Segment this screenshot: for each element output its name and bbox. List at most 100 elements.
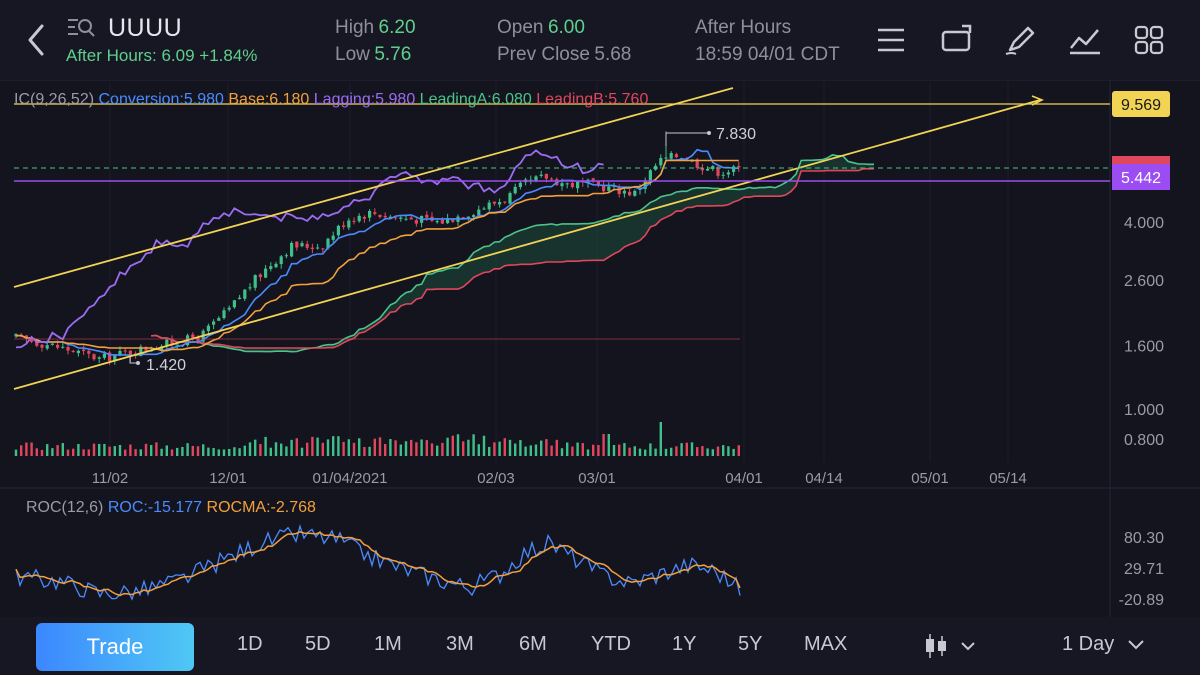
volume-bar <box>139 449 142 456</box>
ichimoku-name: IC(9,26,52) <box>14 91 95 108</box>
volume-bar <box>389 438 392 456</box>
volume-bar <box>196 446 200 456</box>
timeframe-5d[interactable]: 5D <box>305 633 331 655</box>
candle-body <box>607 186 611 191</box>
candle-body <box>492 201 496 204</box>
volume-bar <box>607 434 610 456</box>
volume-bar <box>311 436 314 456</box>
candle-body <box>212 321 216 325</box>
prev-close-label: Prev Close <box>497 44 590 65</box>
candle-body <box>565 183 569 185</box>
volume-bar <box>108 446 111 456</box>
candle-body <box>170 338 174 345</box>
candle-body <box>128 350 132 355</box>
search-list-icon[interactable] <box>66 16 96 42</box>
candle-body <box>503 201 507 203</box>
ichimoku-legend[interactable]: IC(9,26,52) Conversion:5.980 Base:6.180 … <box>14 91 648 109</box>
volume-bar <box>118 444 122 456</box>
base-line <box>15 159 739 352</box>
candle-body <box>321 248 325 250</box>
candle-body <box>92 354 96 360</box>
session-time: 18:59 04/01 CDT <box>695 44 840 65</box>
candle-body <box>409 217 413 220</box>
candle-body <box>461 217 465 219</box>
volume-bar <box>165 445 168 456</box>
volume-bar <box>711 449 714 456</box>
open-value: 6.00 <box>547 17 585 38</box>
chevron-down-icon <box>1128 640 1144 650</box>
candle-body <box>451 218 455 222</box>
candle-body <box>544 174 548 179</box>
interval-select[interactable]: 1 Day <box>1062 633 1146 656</box>
candle-body <box>487 202 491 210</box>
volume-bar <box>155 442 158 456</box>
bottom-toolbar: Trade 1D 5D 1M 3M 6M YTD 1Y 5Y MAX 1 Day <box>0 617 1200 675</box>
base-value: Base:6.180 <box>228 91 310 108</box>
volume-bar <box>217 449 220 456</box>
candle-body <box>243 289 247 299</box>
timeframe-max[interactable]: MAX <box>804 633 848 655</box>
candle-body <box>674 154 678 158</box>
price-axis-label: 1.000 <box>1124 402 1164 419</box>
volume-bar <box>134 449 137 456</box>
volume-bar <box>571 446 574 456</box>
candle-body <box>633 190 637 196</box>
volume-bar <box>488 446 491 456</box>
volume-bar <box>332 436 335 456</box>
volume-bar <box>35 448 38 456</box>
x-axis-tick-label: 04/01 <box>725 470 763 487</box>
timeframe-5y[interactable]: 5Y <box>738 633 763 655</box>
candle-body <box>56 344 60 348</box>
draw-pen-icon[interactable] <box>1002 22 1040 58</box>
volume-bar <box>254 439 257 456</box>
volume-bar <box>25 442 28 456</box>
candle-body <box>591 178 595 181</box>
trade-button[interactable]: Trade <box>36 623 194 671</box>
volume-bar <box>696 447 699 456</box>
x-axis-tick-label: 12/01 <box>209 470 247 487</box>
volume-bar <box>586 449 590 456</box>
candle-type-select[interactable] <box>922 631 982 661</box>
candle-body <box>659 158 663 166</box>
volume-bar <box>664 448 668 456</box>
low-stat: Low 5.76 <box>335 44 411 66</box>
conversion-value: Conversion:5.980 <box>98 91 224 108</box>
candle-body <box>97 357 101 359</box>
volume-bar <box>618 444 621 456</box>
price-chart[interactable]: 11/02 12/01 01/04/2021 02/03 03/01 04/01 04/14… <box>0 80 1200 617</box>
menu-icon[interactable] <box>872 22 910 58</box>
high-marker-line <box>665 132 708 146</box>
volume-bar <box>150 445 153 456</box>
candle-body <box>342 225 346 227</box>
timeframe-1m[interactable]: 1M <box>374 633 402 655</box>
volume-bar <box>248 442 252 456</box>
price-axis-label: 4.000 <box>1124 215 1164 232</box>
candle-body <box>612 185 616 187</box>
volume-bar <box>181 446 184 456</box>
grid-layout-icon[interactable] <box>1130 22 1168 58</box>
timeframe-3m[interactable]: 3M <box>446 633 474 655</box>
ticker-symbol[interactable]: UUUU <box>108 14 183 42</box>
rotate-screen-icon[interactable] <box>938 22 976 58</box>
volume-bar <box>404 441 408 456</box>
timeframe-ytd[interactable]: YTD <box>591 633 631 655</box>
back-arrow-icon[interactable] <box>22 22 50 58</box>
low-annotation: 1.420 <box>146 357 186 374</box>
volume-bar <box>285 446 288 456</box>
roc-legend[interactable]: ROC(12,6) ROC:-15.177 ROCMA:-2.768 <box>26 499 316 517</box>
volume-bar <box>92 443 96 456</box>
candle-body <box>222 310 226 319</box>
volume-bar <box>446 437 449 456</box>
volume-bar <box>56 445 59 456</box>
price-tag-bg <box>1112 164 1170 190</box>
volume-bar <box>529 445 532 456</box>
volume-bar <box>295 438 298 456</box>
volume-bar <box>602 434 605 456</box>
timeframe-6m[interactable]: 6M <box>519 633 547 655</box>
timeframe-1d[interactable]: 1D <box>237 633 263 655</box>
volume-bar <box>519 440 522 456</box>
candle-body <box>440 219 444 224</box>
timeframe-1y[interactable]: 1Y <box>672 633 697 655</box>
volume-bar <box>259 444 262 456</box>
indicator-chart-icon[interactable] <box>1066 22 1104 58</box>
